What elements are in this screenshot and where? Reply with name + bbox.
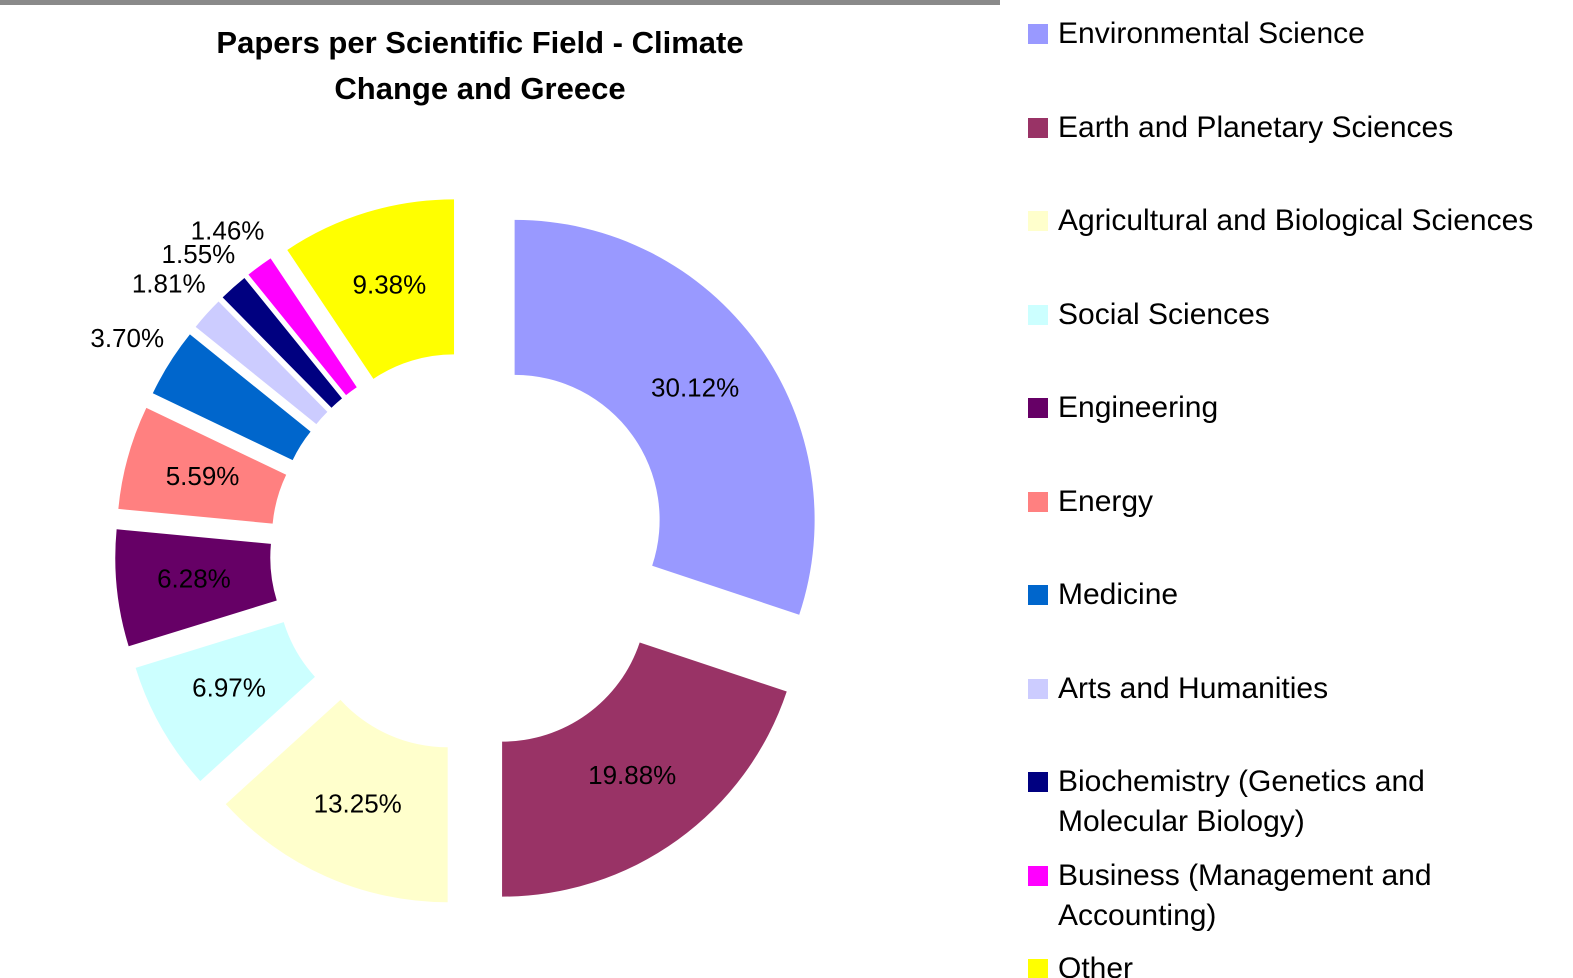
legend-label: Energy (1058, 484, 1154, 518)
legend-label: Social Sciences (1058, 297, 1270, 331)
legend-item: Earth and Planetary Sciences (1028, 108, 1563, 148)
data-label: 5.59% (166, 461, 240, 491)
legend-item: Agricultural and Biological Sciences (1028, 201, 1563, 241)
data-label: 3.70% (90, 323, 164, 353)
top-strip (0, 0, 1000, 5)
donut-segment (152, 334, 311, 461)
legend-label: Business (Management and Accounting) (1058, 858, 1432, 932)
legend-item: Environmental Science (1028, 14, 1563, 54)
legend-item: Energy (1028, 482, 1563, 522)
legend-swatch (1028, 772, 1048, 792)
legend-swatch (1028, 959, 1048, 978)
chart-title: Papers per Scientific Field - Climate Ch… (216, 25, 744, 106)
donut-segment (225, 699, 448, 903)
data-label: 9.38% (353, 269, 427, 299)
donut-segment (502, 642, 787, 897)
legend-swatch (1028, 117, 1048, 138)
legend-label: Agricultural and Biological Sciences (1058, 204, 1534, 237)
data-label: 6.28% (157, 563, 231, 593)
legend-label: Biochemistry (Genetics and Molecular Bio… (1058, 765, 1425, 838)
legend-swatch (1028, 585, 1048, 605)
data-label: 19.88% (588, 760, 676, 790)
legend-item: Social Sciences (1028, 295, 1563, 335)
legend-item: Biochemistry (Genetics and Molecular Bio… (1028, 762, 1563, 842)
donut-segment (514, 219, 815, 615)
data-label: 13.25% (314, 789, 402, 819)
legend-item: Business (Management and Accounting) (1028, 856, 1563, 936)
legend-swatch (1028, 491, 1048, 512)
data-label: 30.12% (651, 373, 739, 403)
donut-segment (195, 301, 328, 425)
donut-segment (135, 622, 315, 782)
legend-swatch (1028, 865, 1048, 886)
data-label: 6.97% (192, 672, 266, 702)
donut-segment (248, 258, 357, 396)
donut-segment (287, 199, 455, 379)
donut-segment (118, 407, 287, 524)
legend-item: Engineering (1028, 388, 1563, 428)
legend-swatch (1028, 398, 1048, 418)
legend-label: Other (1058, 952, 1134, 978)
legend-label: Engineering (1058, 391, 1219, 424)
data-label: 1.46% (191, 215, 265, 245)
legend-swatch (1028, 24, 1048, 44)
legend-label: Arts and Humanities (1058, 671, 1329, 705)
legend-label: Earth and Planetary Sciences (1058, 110, 1454, 144)
legend-label: Environmental Science (1058, 17, 1365, 50)
donut-segment (115, 529, 277, 647)
legend-swatch (1028, 211, 1048, 231)
legend-swatch (1028, 304, 1048, 325)
legend-swatch (1028, 678, 1048, 699)
title-box: Papers per Scientific Field - Climate Ch… (216, 25, 744, 106)
legend: Environmental Science Earth and Planetary… (1028, 0, 1573, 978)
data-label: 1.81% (132, 269, 206, 299)
donut-segment (222, 277, 343, 408)
legend-item: Arts and Humanities (1028, 669, 1563, 709)
legend-label: Medicine (1058, 578, 1179, 611)
legend-item: Medicine (1028, 575, 1563, 615)
chart: Papers per Scientific Field - Climate Ch… (0, 0, 1000, 903)
data-label: 1.55% (162, 239, 236, 269)
legend-item: Other (1028, 949, 1563, 978)
